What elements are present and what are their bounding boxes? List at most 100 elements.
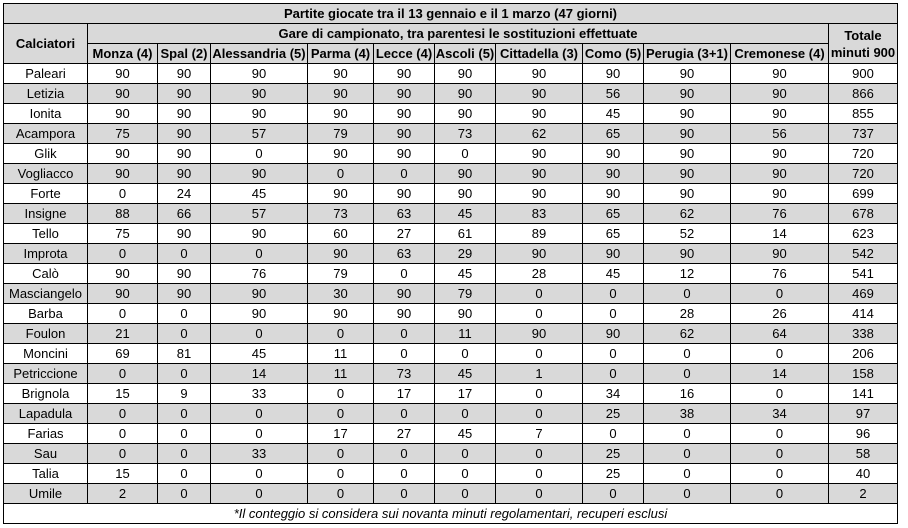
player-name: Masciangelo bbox=[3, 283, 88, 304]
minutes-cell: 79 bbox=[307, 263, 374, 284]
minutes-cell: 65 bbox=[582, 203, 644, 224]
opponent-header: Cremonese (4) bbox=[730, 43, 829, 64]
total-cell: 141 bbox=[828, 383, 898, 404]
minutes-cell: 0 bbox=[434, 483, 496, 504]
minutes-cell: 0 bbox=[643, 343, 731, 364]
minutes-cell: 66 bbox=[157, 203, 211, 224]
opponent-header: Monza (4) bbox=[87, 43, 158, 64]
minutes-cell: 0 bbox=[582, 343, 644, 364]
minutes-cell: 60 bbox=[307, 223, 374, 244]
minutes-cell: 27 bbox=[373, 423, 435, 444]
minutes-cell: 0 bbox=[434, 443, 496, 464]
minutes-cell: 0 bbox=[373, 343, 435, 364]
minutes-cell: 0 bbox=[730, 343, 829, 364]
player-name: Glik bbox=[3, 143, 88, 164]
minutes-cell: 0 bbox=[157, 323, 211, 344]
total-cell: 623 bbox=[828, 223, 898, 244]
minutes-cell: 0 bbox=[434, 143, 496, 164]
minutes-cell: 0 bbox=[373, 443, 435, 464]
minutes-cell: 90 bbox=[643, 143, 731, 164]
matches-header: Gare di campionato, tra parentesi le sos… bbox=[87, 23, 829, 44]
minutes-cell: 0 bbox=[495, 303, 583, 324]
minutes-cell: 0 bbox=[582, 363, 644, 384]
table-row: Moncini 69 81 45 11 0 0 0 0 0 0 206 bbox=[3, 343, 898, 364]
minutes-cell: 17 bbox=[434, 383, 496, 404]
minutes-cell: 25 bbox=[582, 443, 644, 464]
minutes-cell: 90 bbox=[643, 103, 731, 124]
minutes-cell: 0 bbox=[157, 443, 211, 464]
minutes-cell: 90 bbox=[373, 303, 435, 324]
minutes-cell: 0 bbox=[434, 343, 496, 364]
minutes-cell: 90 bbox=[307, 63, 374, 84]
total-cell: 338 bbox=[828, 323, 898, 344]
minutes-cell: 90 bbox=[87, 163, 158, 184]
minutes-cell: 90 bbox=[582, 183, 644, 204]
minutes-cell: 90 bbox=[87, 283, 158, 304]
minutes-cell: 0 bbox=[307, 163, 374, 184]
player-name: Barba bbox=[3, 303, 88, 324]
minutes-cell: 90 bbox=[373, 143, 435, 164]
minutes-cell: 90 bbox=[307, 143, 374, 164]
total-cell: 97 bbox=[828, 403, 898, 424]
total-header-line2: minuti 900 bbox=[830, 44, 896, 60]
minutes-cell: 0 bbox=[373, 403, 435, 424]
minutes-cell: 45 bbox=[210, 343, 308, 364]
minutes-cell: 24 bbox=[157, 183, 211, 204]
minutes-cell: 0 bbox=[495, 403, 583, 424]
player-name: Foulon bbox=[3, 323, 88, 344]
minutes-cell: 73 bbox=[434, 123, 496, 144]
minutes-cell: 26 bbox=[730, 303, 829, 324]
minutes-cell: 90 bbox=[434, 163, 496, 184]
minutes-cell: 21 bbox=[87, 323, 158, 344]
minutes-cell: 62 bbox=[643, 203, 731, 224]
minutes-cell: 45 bbox=[434, 363, 496, 384]
player-name: Calò bbox=[3, 263, 88, 284]
minutes-cell: 0 bbox=[87, 403, 158, 424]
minutes-cell: 90 bbox=[495, 183, 583, 204]
minutes-cell: 81 bbox=[157, 343, 211, 364]
minutes-cell: 0 bbox=[495, 283, 583, 304]
minutes-cell: 90 bbox=[730, 143, 829, 164]
minutes-cell: 0 bbox=[730, 443, 829, 464]
minutes-cell: 90 bbox=[373, 63, 435, 84]
minutes-cell: 45 bbox=[582, 263, 644, 284]
minutes-cell: 0 bbox=[307, 483, 374, 504]
minutes-cell: 17 bbox=[373, 383, 435, 404]
table-row: Sau 0 0 33 0 0 0 0 25 0 0 58 bbox=[3, 443, 898, 464]
minutes-cell: 0 bbox=[87, 363, 158, 384]
minutes-cell: 0 bbox=[307, 443, 374, 464]
minutes-cell: 0 bbox=[157, 303, 211, 324]
minutes-cell: 15 bbox=[87, 463, 158, 484]
minutes-cell: 14 bbox=[730, 223, 829, 244]
minutes-cell: 90 bbox=[434, 103, 496, 124]
minutes-cell: 0 bbox=[643, 483, 731, 504]
minutes-cell: 90 bbox=[157, 123, 211, 144]
player-name: Insigne bbox=[3, 203, 88, 224]
minutes-cell: 0 bbox=[87, 443, 158, 464]
minutes-cell: 0 bbox=[87, 423, 158, 444]
player-name: Farias bbox=[3, 423, 88, 444]
player-name: Vogliacco bbox=[3, 163, 88, 184]
minutes-cell: 34 bbox=[730, 403, 829, 424]
minutes-cell: 90 bbox=[210, 83, 308, 104]
table-row: Talia 15 0 0 0 0 0 0 25 0 0 40 bbox=[3, 463, 898, 484]
minutes-cell: 90 bbox=[157, 283, 211, 304]
minutes-cell: 0 bbox=[210, 143, 308, 164]
minutes-cell: 0 bbox=[157, 243, 211, 264]
minutes-cell: 0 bbox=[210, 323, 308, 344]
minutes-cell: 90 bbox=[157, 223, 211, 244]
minutes-cell: 0 bbox=[210, 423, 308, 444]
minutes-cell: 90 bbox=[307, 103, 374, 124]
total-cell: 414 bbox=[828, 303, 898, 324]
minutes-cell: 0 bbox=[307, 463, 374, 484]
opponent-header: Como (5) bbox=[582, 43, 644, 64]
minutes-cell: 90 bbox=[730, 63, 829, 84]
minutes-cell: 0 bbox=[87, 183, 158, 204]
table-row: Vogliacco 90 90 90 0 0 90 90 90 90 90 720 bbox=[3, 163, 898, 184]
minutes-cell: 90 bbox=[87, 83, 158, 104]
minutes-cell: 0 bbox=[582, 283, 644, 304]
minutes-cell: 90 bbox=[307, 243, 374, 264]
minutes-cell: 89 bbox=[495, 223, 583, 244]
minutes-cell: 90 bbox=[373, 83, 435, 104]
player-name: Umile bbox=[3, 483, 88, 504]
